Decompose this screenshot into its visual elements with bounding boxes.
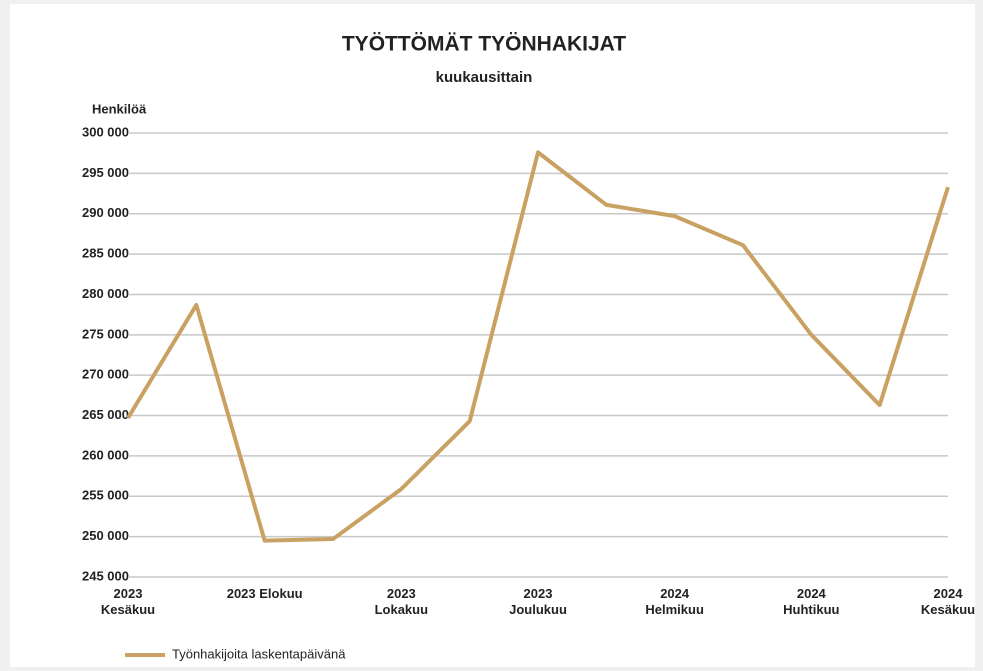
y-tick-label: 255 000 bbox=[82, 488, 129, 503]
x-tick-label: 2024 Helmikuu bbox=[645, 586, 704, 617]
chart-panel: TYÖTTÖMÄT TYÖNHAKIJAT kuukausittain Henk… bbox=[10, 4, 975, 667]
y-tick-label: 270 000 bbox=[82, 367, 129, 382]
legend-label: Työnhakijoita laskentapäivänä bbox=[172, 646, 346, 661]
data-line bbox=[126, 150, 950, 543]
y-tick-label: 275 000 bbox=[82, 326, 129, 341]
x-tick-label: 2023 Lokakuu bbox=[374, 586, 429, 617]
y-tick-label: 265 000 bbox=[82, 407, 129, 422]
chart: TYÖTTÖMÄT TYÖNHAKIJAT kuukausittain Henk… bbox=[82, 33, 950, 661]
y-tick-label: 260 000 bbox=[82, 447, 129, 462]
y-tick-label: 285 000 bbox=[82, 246, 129, 261]
y-tick-label: 280 000 bbox=[82, 286, 129, 301]
x-tick-label: 2023 Kesäkuu bbox=[100, 586, 156, 617]
x-tick-label: 2024 Huhtikuu bbox=[783, 586, 840, 617]
chart-title: TYÖTTÖMÄT TYÖNHAKIJAT bbox=[342, 33, 626, 56]
x-tick-label: 2023 Joulukuu bbox=[509, 586, 567, 617]
y-tick-label: 295 000 bbox=[82, 165, 129, 180]
chart-subtitle: kuukausittain bbox=[436, 69, 533, 86]
y-tick-label: 290 000 bbox=[82, 205, 129, 220]
y-tick-label: 245 000 bbox=[82, 568, 129, 583]
y-axis-label: Henkilöä bbox=[92, 101, 147, 116]
x-tick-label: 2023 Elokuu bbox=[226, 586, 303, 601]
y-tick-label: 250 000 bbox=[82, 528, 129, 543]
y-tick-label: 300 000 bbox=[82, 124, 129, 139]
x-tick-label: 2024 Kesäkuu bbox=[920, 586, 975, 617]
